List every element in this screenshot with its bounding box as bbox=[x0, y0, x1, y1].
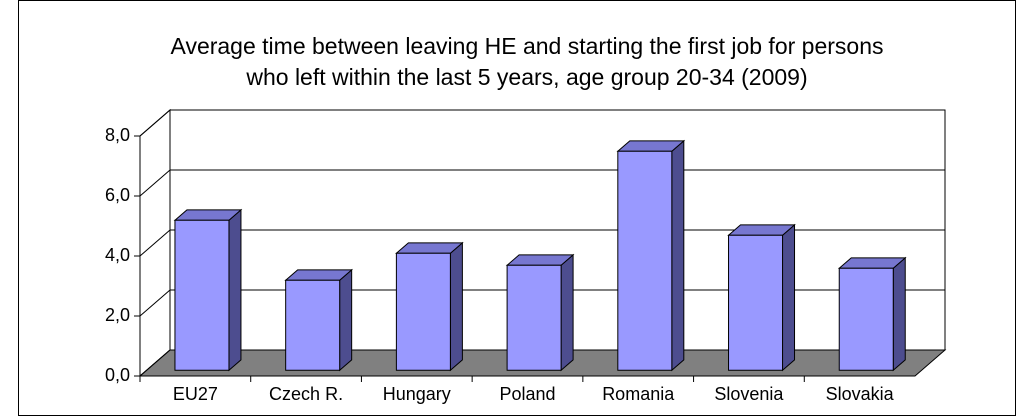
bar bbox=[728, 234, 784, 371]
bar-side bbox=[892, 256, 906, 372]
x-tick-label: Poland bbox=[499, 384, 555, 404]
y-tick-label: 4,0 bbox=[105, 245, 130, 265]
bar-top bbox=[173, 209, 243, 221]
bar-side bbox=[339, 268, 353, 372]
bar-side bbox=[782, 223, 796, 372]
x-tick-label: Romania bbox=[602, 384, 675, 404]
x-tick-label: Hungary bbox=[383, 384, 451, 404]
x-tick-label: Slovenia bbox=[714, 384, 784, 404]
bar-side bbox=[449, 241, 463, 372]
bar-top bbox=[284, 269, 354, 281]
bar-top bbox=[616, 140, 686, 152]
grid-line bbox=[139, 289, 945, 317]
y-tick-label: 6,0 bbox=[105, 185, 130, 205]
grid-line bbox=[139, 349, 945, 377]
chart-title: who left within the last 5 years, age gr… bbox=[245, 64, 807, 90]
bar-top bbox=[727, 224, 796, 236]
bar bbox=[174, 219, 230, 371]
x-tick-label: EU27 bbox=[173, 384, 218, 404]
bar bbox=[506, 264, 562, 371]
bar bbox=[395, 252, 451, 371]
bar-top bbox=[395, 242, 464, 254]
grid-line bbox=[139, 109, 945, 137]
grid-line bbox=[139, 229, 945, 257]
bar-top bbox=[837, 257, 907, 269]
bar bbox=[617, 150, 673, 371]
y-tick-label: 8,0 bbox=[105, 125, 130, 145]
x-tick-label: Slovakia bbox=[826, 384, 895, 404]
bar-side bbox=[560, 253, 574, 372]
bar-top bbox=[505, 254, 575, 266]
bar-side bbox=[671, 139, 685, 372]
bar bbox=[285, 279, 341, 371]
bar bbox=[838, 267, 894, 371]
chart-title: Average time between leaving HE and star… bbox=[171, 33, 884, 59]
y-tick-label: 0,0 bbox=[105, 365, 130, 385]
y-tick-label: 2,0 bbox=[105, 305, 130, 325]
x-tick-label: Czech R. bbox=[269, 384, 343, 404]
grid-line bbox=[139, 169, 945, 197]
bar-side bbox=[228, 208, 242, 372]
